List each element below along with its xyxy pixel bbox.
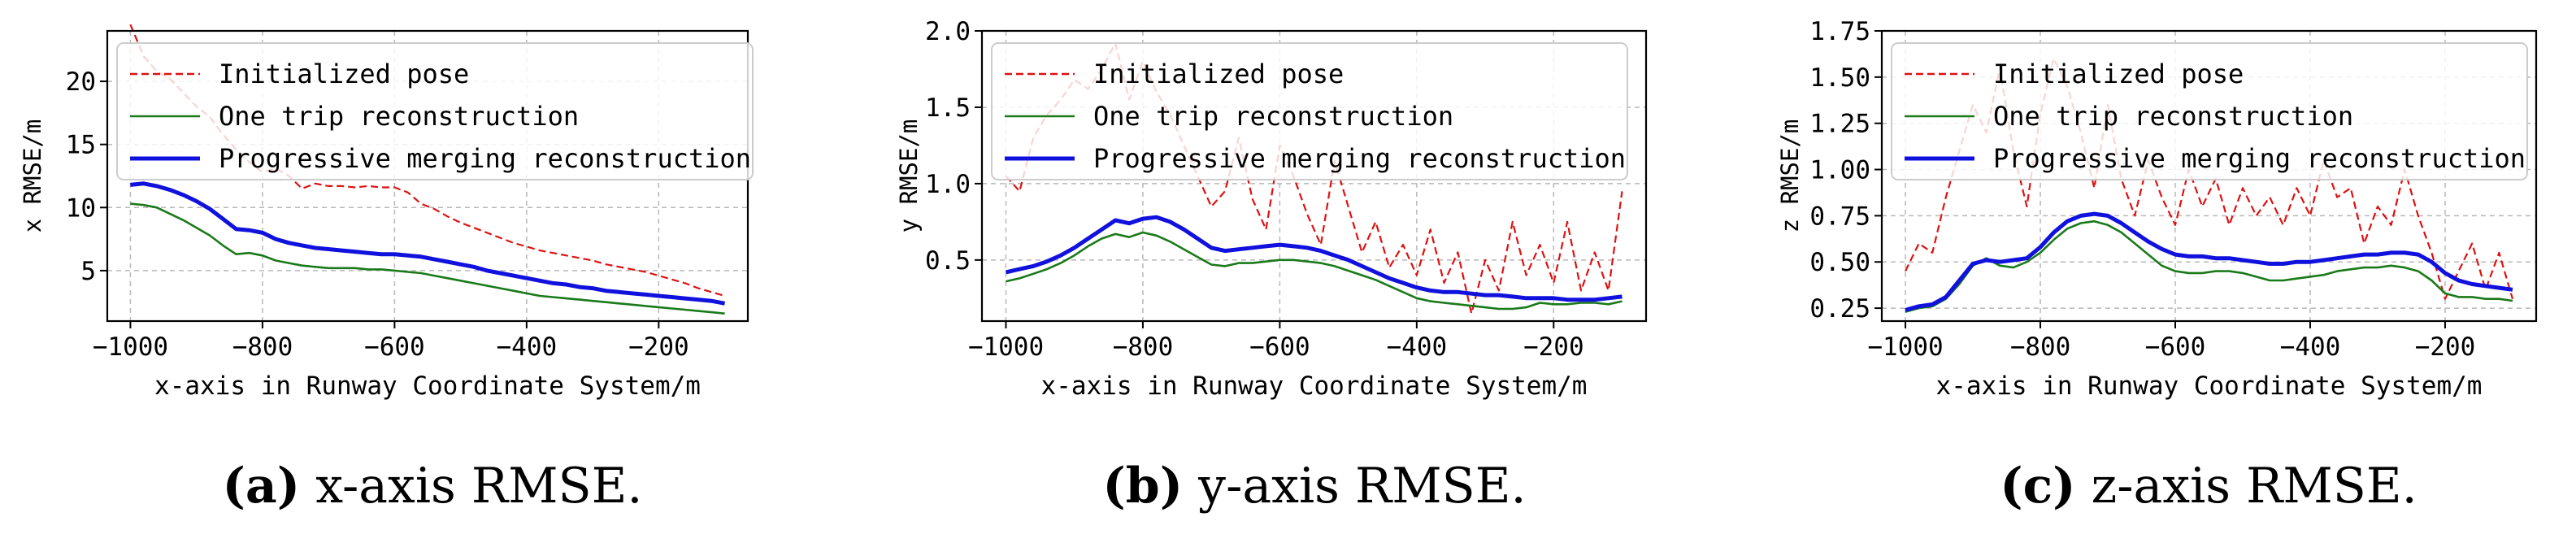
chart-1-legend-initialized-pose-label: Initialized pose (1093, 59, 1344, 89)
chart-2-legend-progressive-merging-label: Progressive merging reconstruction (1993, 143, 2526, 174)
chart-0-x-tick-label-4: −200 (628, 332, 689, 362)
chart-0-x-axis-label: x-axis in Runway Coordinate System/m (154, 371, 701, 401)
chart-1-caption-text: y-axis RMSE. (1183, 458, 1527, 515)
chart-1-legend-one-trip-label: One trip reconstruction (1093, 101, 1453, 132)
chart-2-x-tick-label-2: −600 (2145, 332, 2206, 362)
chart-2-x-tick-label-0: −1000 (1867, 332, 1943, 362)
chart-2-caption-letter: (c) (2000, 458, 2075, 515)
chart-0-caption-letter: (a) (222, 458, 300, 515)
chart-0-y-tick-label-2: 15 (66, 131, 96, 160)
chart-1-caption: (b) y-axis RMSE. (1102, 458, 1526, 515)
chart-1-x-axis-label: x-axis in Runway Coordinate System/m (1041, 371, 1588, 401)
chart-0-x-tick-label-3: −400 (497, 332, 558, 362)
chart-2-series-one-trip (1905, 219, 2513, 313)
chart-2-y-tick-label-6: 1.75 (1809, 17, 1870, 46)
chart-2-caption-text: z-axis RMSE. (2076, 458, 2417, 515)
chart-2-legend-initialized-pose-label: Initialized pose (1993, 59, 2244, 89)
chart-2-y-axis-label: z RMSE/m (1776, 119, 1804, 233)
chart-1-y-tick-label-2: 1.5 (925, 93, 971, 123)
chart-1-y-axis-label: y RMSE/m (895, 119, 923, 233)
chart-1-x-tick-label-2: −600 (1249, 332, 1310, 362)
chart-1-series-initialized-pose (1005, 41, 1623, 315)
chart-2-axes-frame (1880, 29, 2538, 323)
chart-1-x-tick-label-4: −200 (1523, 332, 1584, 362)
chart-2-series-progressive-merging (1905, 211, 2513, 312)
chart-1-axes-frame (980, 29, 1648, 323)
chart-1-caption-letter: (b) (1102, 458, 1183, 515)
chart-2-y-tick-label-0: 0.25 (1809, 294, 1870, 324)
chart-1-x-tick-label-1: −800 (1113, 332, 1174, 362)
chart-1-legend-progressive-merging-label: Progressive merging reconstruction (1093, 143, 1626, 174)
chart-0-series-initialized-pose (129, 24, 725, 298)
chart-0-legend-initialized-pose-label: Initialized pose (219, 59, 469, 89)
chart-0: −1000 −800 −600 −400 −200 5 10 15 20 x-axis in Ru… (19, 24, 754, 515)
chart-1-x-tick-label-3: −400 (1387, 332, 1448, 362)
chart-1-y-tick-label-0: 0.5 (925, 246, 971, 276)
chart-2-y-tick-label-4: 1.25 (1809, 110, 1870, 139)
chart-1-series-one-trip (1006, 231, 1622, 311)
chart-2-y-tick-label-2: 0.75 (1809, 202, 1870, 231)
chart-0-legend-box (116, 42, 754, 180)
chart-2-x-tick-label-1: −800 (2010, 332, 2071, 362)
chart-0-legend-one-trip-label: One trip reconstruction (219, 101, 579, 132)
chart-2-y-tick-label-3: 1.00 (1809, 156, 1870, 185)
chart-2-legend-box (1891, 42, 2528, 180)
chart-0-y-tick-label-1: 10 (66, 193, 96, 223)
chart-1-y-tick-label-1: 1.0 (925, 170, 971, 199)
chart-2-y-tick-label-1: 0.50 (1809, 248, 1870, 277)
chart-2-legend: Initialized pose One trip reconstruction P… (1891, 42, 2528, 180)
chart-0-x-tick-label-1: −800 (232, 332, 293, 362)
chart-0-x-tick-label-2: −600 (364, 332, 425, 362)
chart-2-x-tick-label-3: −400 (2280, 332, 2341, 362)
chart-2-series-initialized-pose (1905, 57, 2514, 300)
chart-0-y-tick-label-0: 5 (80, 257, 96, 286)
chart-0-series-progressive-merging (130, 181, 726, 306)
chart-2: −1000 −800 −600 −400 −200 0.25 0.50 0.75 1.00 1.2… (1776, 17, 2538, 515)
chart-1: −1000 −800 −600 −400 −200 0.5 1.0 1.5 2.0 x-axis … (895, 17, 1648, 515)
chart-1-x-tick-label-0: −1000 (968, 332, 1044, 362)
chart-1-y-tick-label-3: 2.0 (925, 17, 971, 46)
chart-2-x-tick-label-4: −200 (2415, 332, 2476, 362)
chart-1-legend: Initialized pose One trip reconstruction P… (991, 42, 1628, 180)
chart-0-y-tick-label-3: 20 (66, 67, 96, 97)
chart-0-y-axis-label: x RMSE/m (19, 119, 46, 233)
chart-0-x-tick-label-0: −1000 (93, 332, 168, 362)
chart-0-caption: (a) x-axis RMSE. (222, 458, 642, 515)
chart-2-legend-one-trip-label: One trip reconstruction (1993, 101, 2353, 132)
chart-1-series-progressive-merging (1005, 215, 1622, 302)
chart-0-legend-progressive-merging-label: Progressive merging reconstruction (219, 143, 751, 174)
chart-2-y-tick-label-5: 1.50 (1809, 63, 1870, 93)
chart-0-legend: Initialized pose One trip reconstruction P… (116, 42, 754, 180)
chart-0-caption-text: x-axis RMSE. (300, 458, 642, 515)
chart-2-caption: (c) z-axis RMSE. (2000, 458, 2417, 515)
chart-2-x-axis-label: x-axis in Runway Coordinate System/m (1936, 371, 2483, 401)
chart-0-series-one-trip (130, 202, 725, 315)
chart-1-legend-box (991, 42, 1628, 180)
